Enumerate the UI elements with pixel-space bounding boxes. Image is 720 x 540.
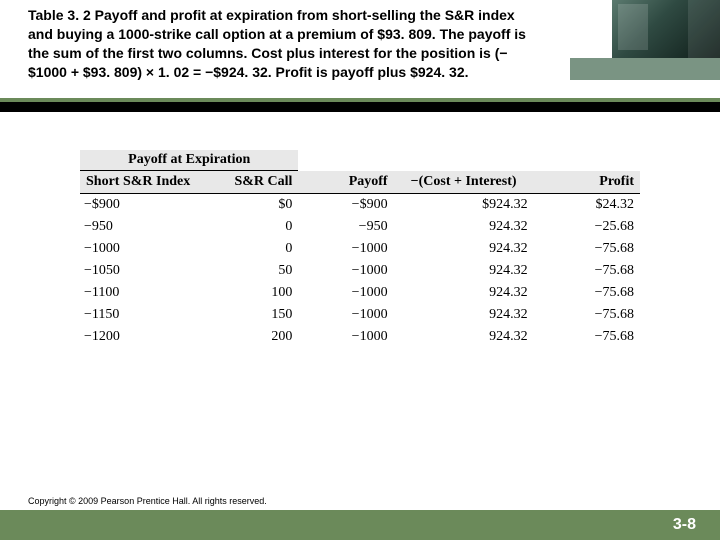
table-body: −$900$0−$900$924.32$24.32−9500−950924.32… <box>80 194 640 349</box>
table-cell: −75.68 <box>534 260 640 282</box>
table-cell: 924.32 <box>394 282 534 304</box>
table-cell: −75.68 <box>534 326 640 348</box>
table-cell: −25.68 <box>534 216 640 238</box>
table-cell: −1150 <box>80 304 214 326</box>
header-region: Table 3. 2 Payoff and profit at expirati… <box>0 0 720 98</box>
copyright-text: Copyright © 2009 Pearson Prentice Hall. … <box>28 496 267 506</box>
col-header: −(Cost + Interest) <box>394 171 534 194</box>
col-header: Profit <box>534 171 640 194</box>
table-row: −1150150−1000924.32−75.68 <box>80 304 640 326</box>
slide: Table 3. 2 Payoff and profit at expirati… <box>0 0 720 540</box>
payoff-table: Payoff at Expiration Short S&R Index S&R… <box>80 150 640 348</box>
super-header: Payoff at Expiration <box>80 150 298 171</box>
table-header-row: Short S&R Index S&R Call Payoff −(Cost +… <box>80 171 640 194</box>
page-number: 3-8 <box>673 516 696 534</box>
table-row: −$900$0−$900$924.32$24.32 <box>80 194 640 217</box>
table-row: −1200200−1000924.32−75.68 <box>80 326 640 348</box>
accent-bar-black <box>0 102 720 112</box>
table-cell: 200 <box>214 326 298 348</box>
payoff-table-container: Payoff at Expiration Short S&R Index S&R… <box>80 150 640 348</box>
decorative-image <box>612 0 720 58</box>
caption-text: Payoff and profit at expiration from sho… <box>28 7 526 80</box>
table-head: Payoff at Expiration Short S&R Index S&R… <box>80 150 640 194</box>
table-cell: −75.68 <box>534 282 640 304</box>
col-header: Short S&R Index <box>80 171 214 194</box>
table-row: −1100100−1000924.32−75.68 <box>80 282 640 304</box>
table-cell: −1200 <box>80 326 214 348</box>
table-cell: 924.32 <box>394 304 534 326</box>
table-cell: −950 <box>80 216 214 238</box>
table-cell: 924.32 <box>394 238 534 260</box>
table-cell: −1050 <box>80 260 214 282</box>
table-cell: $0 <box>214 194 298 217</box>
table-cell: −$900 <box>298 194 393 217</box>
decorative-bar <box>570 58 720 80</box>
table-cell: −1100 <box>80 282 214 304</box>
table-cell: −75.68 <box>534 238 640 260</box>
table-cell: −1000 <box>298 326 393 348</box>
table-cell: −1000 <box>298 304 393 326</box>
table-cell: −75.68 <box>534 304 640 326</box>
table-super-header-row: Payoff at Expiration <box>80 150 640 171</box>
table-cell: −$900 <box>80 194 214 217</box>
table-cell: −1000 <box>298 260 393 282</box>
col-header: S&R Call <box>214 171 298 194</box>
table-cell: 0 <box>214 238 298 260</box>
table-cell: 50 <box>214 260 298 282</box>
table-cell: 0 <box>214 216 298 238</box>
header-decoration <box>570 0 720 84</box>
table-caption: Table 3. 2 Payoff and profit at expirati… <box>28 6 538 82</box>
table-cell: 150 <box>214 304 298 326</box>
table-cell: 100 <box>214 282 298 304</box>
table-cell: −1000 <box>80 238 214 260</box>
table-cell: $24.32 <box>534 194 640 217</box>
table-cell: −1000 <box>298 238 393 260</box>
table-row: −10000−1000924.32−75.68 <box>80 238 640 260</box>
table-row: −9500−950924.32−25.68 <box>80 216 640 238</box>
table-cell: $924.32 <box>394 194 534 217</box>
table-cell: −950 <box>298 216 393 238</box>
table-cell: −1000 <box>298 282 393 304</box>
table-cell: 924.32 <box>394 216 534 238</box>
col-header: Payoff <box>298 171 393 194</box>
footer-bar: 3-8 <box>0 510 720 540</box>
table-label: Table 3. 2 <box>28 7 91 23</box>
table-cell: 924.32 <box>394 326 534 348</box>
table-row: −105050−1000924.32−75.68 <box>80 260 640 282</box>
table-cell: 924.32 <box>394 260 534 282</box>
